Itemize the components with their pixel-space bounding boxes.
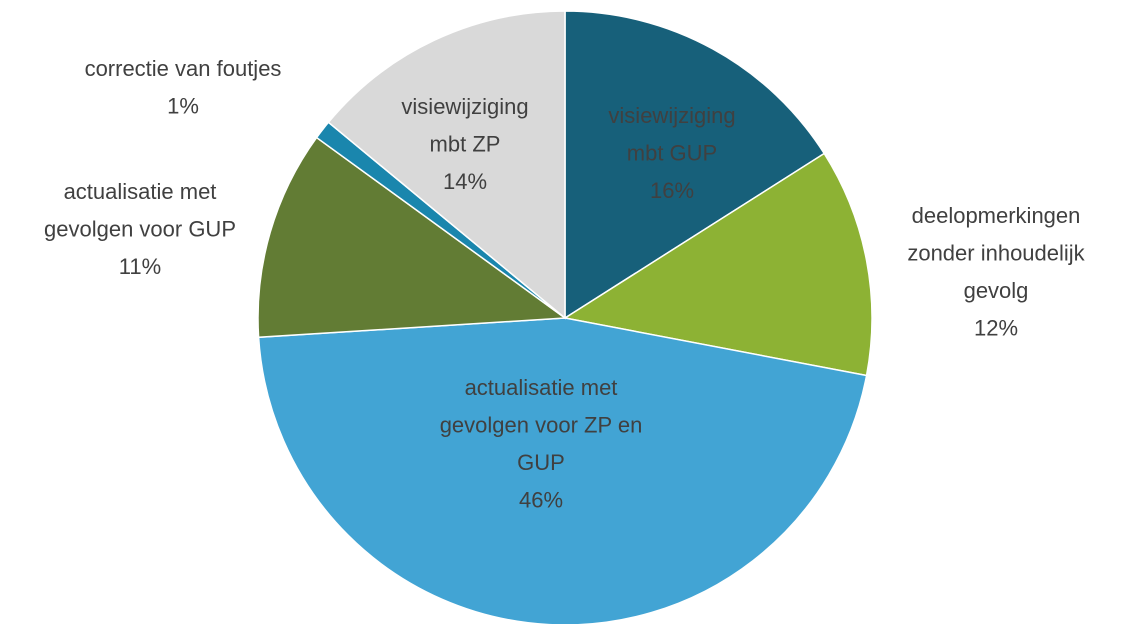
slice-label: zonder inhoudelijk: [907, 240, 1085, 265]
value-label: 12%: [974, 315, 1018, 340]
slice-label: actualisatie met: [64, 179, 217, 204]
slice-label: visiewijziging: [401, 94, 528, 119]
value-label: 14%: [443, 169, 487, 194]
slice-label: gevolg: [964, 278, 1029, 303]
pie-slice: [257, 317, 868, 624]
slice-label: visiewijziging: [608, 103, 735, 128]
slice-label: actualisatie met: [465, 375, 618, 400]
slice-label: gevolgen voor GUP: [44, 216, 236, 241]
pie-slice: [564, 10, 826, 320]
value-label: 1%: [167, 93, 199, 118]
slice-label: GUP: [517, 450, 565, 475]
value-label: 11%: [119, 254, 161, 279]
slice-label: mbt GUP: [627, 140, 717, 165]
slice-label: mbt ZP: [430, 131, 501, 156]
slice-label: correctie van foutjes: [85, 56, 282, 81]
value-label: 16%: [650, 178, 694, 203]
slice-label: deelopmerkingen: [912, 203, 1081, 228]
pie-slice: [562, 152, 873, 377]
pie-slice: [257, 136, 568, 339]
slice-label: gevolgen voor ZP en: [440, 412, 643, 437]
pie-slice: [327, 10, 566, 320]
value-label: 46%: [519, 487, 563, 512]
